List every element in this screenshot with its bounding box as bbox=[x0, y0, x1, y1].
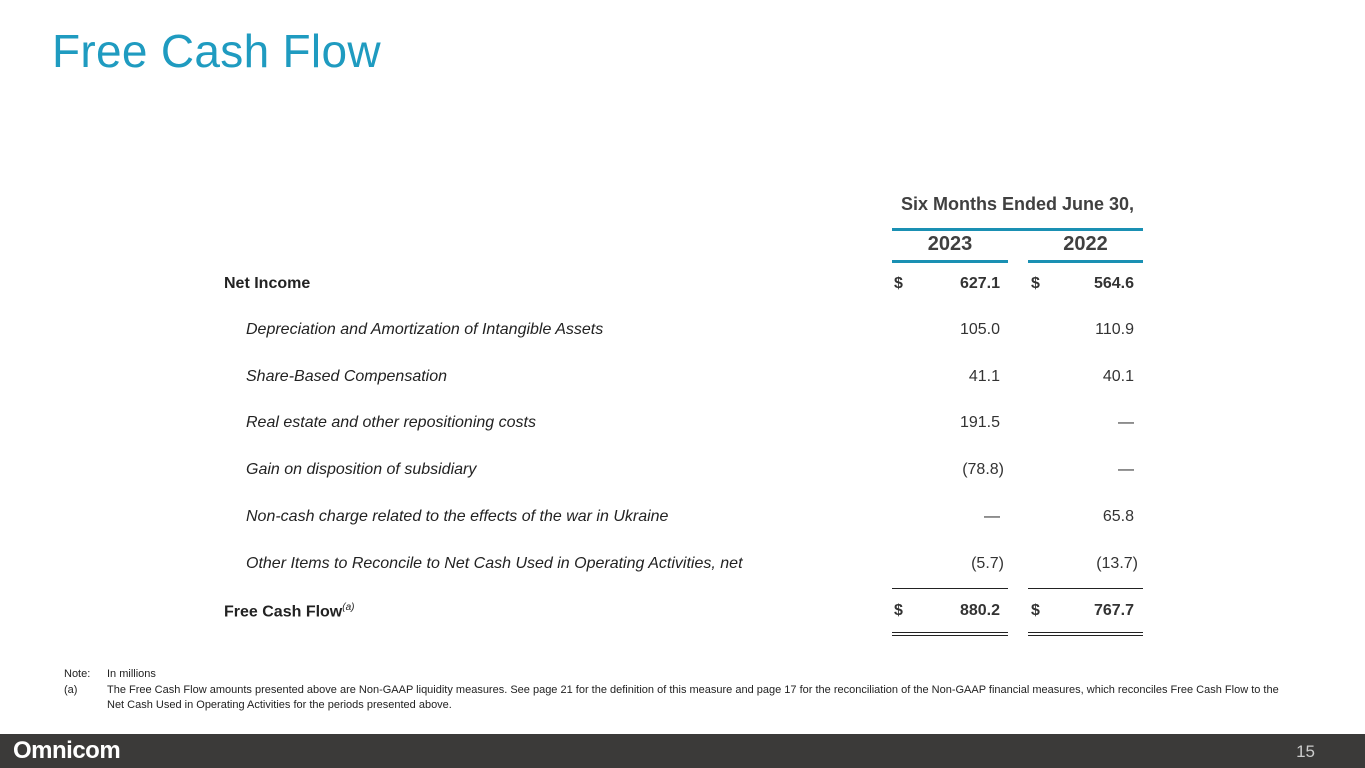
value-2023: — bbox=[984, 508, 1000, 525]
omnicom-logo: Omnicom bbox=[13, 737, 121, 764]
row-label: Net Income bbox=[224, 275, 311, 292]
value-2022: 65.8 bbox=[1102, 508, 1134, 525]
value-2022: (13.7) bbox=[1096, 555, 1138, 572]
value-2023: 880.2 bbox=[959, 602, 1000, 619]
value-2023: 191.5 bbox=[959, 414, 1000, 431]
row-label: Non-cash charge related to the effects o… bbox=[246, 508, 669, 525]
total-double-rule-2022 bbox=[1028, 632, 1143, 636]
footnote-a-label: (a) bbox=[64, 684, 78, 696]
note-text: In millions bbox=[107, 668, 156, 680]
value-2022: 564.6 bbox=[1093, 275, 1134, 292]
row-label: Real estate and other repositioning cost… bbox=[246, 414, 536, 431]
table-row: Free Cash Flow(a) $ $880.2 767.7 bbox=[0, 602, 1365, 622]
footnote-a-text: The Free Cash Flow amounts presented abo… bbox=[107, 684, 1279, 711]
row-label: Share-Based Compensation bbox=[246, 368, 448, 385]
table-row: Depreciation and Amortization of Intangi… bbox=[0, 321, 1365, 341]
value-2023: 627.1 bbox=[959, 275, 1000, 292]
value-2022: 40.1 bbox=[1102, 368, 1134, 385]
year-rule-2023 bbox=[892, 260, 1008, 263]
table-row: Net Income $ $627.1 564.6 bbox=[0, 275, 1365, 295]
header-rule bbox=[892, 228, 1143, 231]
note-label: Note: bbox=[64, 668, 91, 680]
period-header: Six Months Ended June 30, bbox=[900, 194, 1135, 214]
value-2022: 767.7 bbox=[1093, 602, 1134, 619]
row-label: Free Cash Flow(a) bbox=[224, 602, 355, 621]
dollar-sign: $ bbox=[1031, 602, 1040, 619]
value-2023: (78.8) bbox=[962, 461, 1004, 478]
dollar-sign: $ bbox=[894, 602, 903, 619]
subtotal-rule-2023 bbox=[892, 588, 1008, 589]
value-2022: — bbox=[1118, 414, 1134, 431]
footer-bar: Omnicom 15 bbox=[0, 734, 1365, 768]
value-2023: 105.0 bbox=[959, 321, 1000, 338]
value-2022: 110.9 bbox=[1095, 321, 1134, 338]
row-label: Gain on disposition of subsidiary bbox=[246, 461, 477, 478]
row-label: Depreciation and Amortization of Intangi… bbox=[246, 321, 604, 338]
table-row: Gain on disposition of subsidiary (78.8) — bbox=[0, 461, 1365, 481]
row-label: Other Items to Reconcile to Net Cash Use… bbox=[246, 555, 743, 572]
value-2023: (5.7) bbox=[971, 555, 1004, 572]
table-row: Non-cash charge related to the effects o… bbox=[0, 508, 1365, 528]
dollar-sign: $ bbox=[1031, 275, 1040, 292]
page-number: 15 bbox=[1296, 742, 1315, 761]
year-2023: 2023 bbox=[927, 233, 973, 255]
dollar-sign: $ bbox=[894, 275, 903, 292]
table-row: Real estate and other repositioning cost… bbox=[0, 414, 1365, 434]
subtotal-rule-2022 bbox=[1028, 588, 1143, 589]
year-rule-2022 bbox=[1028, 260, 1143, 263]
table-row: Share-Based Compensation 41.1 40.1 bbox=[0, 368, 1365, 388]
value-2023: 41.1 bbox=[968, 368, 1000, 385]
year-2022: 2022 bbox=[1063, 233, 1108, 255]
footnote-ref: (a) bbox=[342, 602, 355, 613]
value-2022: — bbox=[1118, 461, 1134, 478]
total-double-rule-2023 bbox=[892, 632, 1008, 636]
table-row: Other Items to Reconcile to Net Cash Use… bbox=[0, 555, 1365, 575]
page-title: Free Cash Flow bbox=[52, 25, 381, 77]
